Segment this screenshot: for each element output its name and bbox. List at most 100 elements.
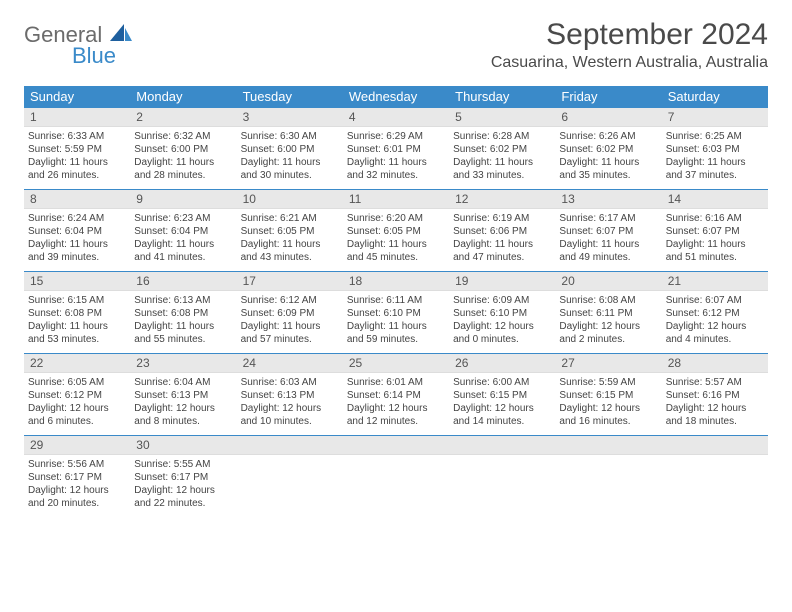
day-sr: Sunrise: 6:20 AM: [347, 212, 445, 225]
day-cell: 13Sunrise: 6:17 AMSunset: 6:07 PMDayligh…: [555, 190, 661, 272]
day-d1: Daylight: 12 hours: [666, 320, 764, 333]
day-d2: and 53 minutes.: [28, 333, 126, 346]
day-sr: Sunrise: 6:33 AM: [28, 130, 126, 143]
day-ss: Sunset: 6:02 PM: [453, 143, 551, 156]
day-d2: and 20 minutes.: [28, 497, 126, 510]
day-d2: and 35 minutes.: [559, 169, 657, 182]
day-number: 20: [555, 272, 661, 291]
day-sr: Sunrise: 6:17 AM: [559, 212, 657, 225]
day-ss: Sunset: 6:08 PM: [134, 307, 232, 320]
logo-text-blue: Blue: [72, 45, 132, 67]
day-d2: and 51 minutes.: [666, 251, 764, 264]
day-ss: Sunset: 6:13 PM: [241, 389, 339, 402]
day-sr: Sunrise: 6:07 AM: [666, 294, 764, 307]
day-number: 25: [343, 354, 449, 373]
day-sr: Sunrise: 6:09 AM: [453, 294, 551, 307]
day-d2: and 4 minutes.: [666, 333, 764, 346]
day-cell: 23Sunrise: 6:04 AMSunset: 6:13 PMDayligh…: [130, 354, 236, 436]
day-sr: Sunrise: 6:29 AM: [347, 130, 445, 143]
day-cell: 30Sunrise: 5:55 AMSunset: 6:17 PMDayligh…: [130, 436, 236, 518]
day-sr: Sunrise: 6:11 AM: [347, 294, 445, 307]
day-body: Sunrise: 5:55 AMSunset: 6:17 PMDaylight:…: [130, 455, 236, 517]
calendar-table: Sunday Monday Tuesday Wednesday Thursday…: [24, 86, 768, 517]
day-cell: 1Sunrise: 6:33 AMSunset: 5:59 PMDaylight…: [24, 108, 130, 190]
day-cell: 3Sunrise: 6:30 AMSunset: 6:00 PMDaylight…: [237, 108, 343, 190]
day-number: [555, 436, 661, 455]
day-ss: Sunset: 6:00 PM: [241, 143, 339, 156]
day-body: Sunrise: 6:15 AMSunset: 6:08 PMDaylight:…: [24, 291, 130, 353]
location: Casuarina, Western Australia, Australia: [491, 54, 768, 72]
day-body: [555, 455, 661, 517]
day-number: 9: [130, 190, 236, 209]
day-number: 28: [662, 354, 768, 373]
day-d2: and 8 minutes.: [134, 415, 232, 428]
day-number: 15: [24, 272, 130, 291]
day-cell: 21Sunrise: 6:07 AMSunset: 6:12 PMDayligh…: [662, 272, 768, 354]
day-d2: and 32 minutes.: [347, 169, 445, 182]
day-number: [662, 436, 768, 455]
day-cell: 27Sunrise: 5:59 AMSunset: 6:15 PMDayligh…: [555, 354, 661, 436]
day-cell: 10Sunrise: 6:21 AMSunset: 6:05 PMDayligh…: [237, 190, 343, 272]
dow-thursday: Thursday: [449, 86, 555, 108]
day-sr: Sunrise: 6:15 AM: [28, 294, 126, 307]
day-cell: 11Sunrise: 6:20 AMSunset: 6:05 PMDayligh…: [343, 190, 449, 272]
day-d1: Daylight: 11 hours: [666, 238, 764, 251]
day-sr: Sunrise: 6:12 AM: [241, 294, 339, 307]
day-sr: Sunrise: 6:13 AM: [134, 294, 232, 307]
day-number: 13: [555, 190, 661, 209]
day-number: 12: [449, 190, 555, 209]
day-ss: Sunset: 6:00 PM: [134, 143, 232, 156]
day-d2: and 41 minutes.: [134, 251, 232, 264]
day-number: 7: [662, 108, 768, 127]
day-sr: Sunrise: 6:23 AM: [134, 212, 232, 225]
day-d1: Daylight: 12 hours: [241, 402, 339, 415]
day-body: Sunrise: 6:28 AMSunset: 6:02 PMDaylight:…: [449, 127, 555, 189]
day-d1: Daylight: 12 hours: [347, 402, 445, 415]
day-ss: Sunset: 6:08 PM: [28, 307, 126, 320]
day-d2: and 0 minutes.: [453, 333, 551, 346]
day-cell: 22Sunrise: 6:05 AMSunset: 6:12 PMDayligh…: [24, 354, 130, 436]
day-sr: Sunrise: 6:30 AM: [241, 130, 339, 143]
empty-day-cell: [343, 436, 449, 518]
dow-monday: Monday: [130, 86, 236, 108]
day-sr: Sunrise: 6:28 AM: [453, 130, 551, 143]
day-sr: Sunrise: 5:55 AM: [134, 458, 232, 471]
day-number: 29: [24, 436, 130, 455]
day-d1: Daylight: 11 hours: [28, 238, 126, 251]
day-d1: Daylight: 12 hours: [453, 402, 551, 415]
day-number: [449, 436, 555, 455]
day-d2: and 12 minutes.: [347, 415, 445, 428]
day-body: Sunrise: 6:12 AMSunset: 6:09 PMDaylight:…: [237, 291, 343, 353]
dow-friday: Friday: [555, 86, 661, 108]
day-sr: Sunrise: 6:24 AM: [28, 212, 126, 225]
day-d2: and 47 minutes.: [453, 251, 551, 264]
day-number: 22: [24, 354, 130, 373]
day-body: Sunrise: 6:05 AMSunset: 6:12 PMDaylight:…: [24, 373, 130, 435]
day-d1: Daylight: 12 hours: [28, 484, 126, 497]
day-d2: and 37 minutes.: [666, 169, 764, 182]
week-row: 15Sunrise: 6:15 AMSunset: 6:08 PMDayligh…: [24, 272, 768, 354]
day-body: Sunrise: 5:57 AMSunset: 6:16 PMDaylight:…: [662, 373, 768, 435]
day-body: Sunrise: 6:21 AMSunset: 6:05 PMDaylight:…: [237, 209, 343, 271]
day-body: Sunrise: 6:01 AMSunset: 6:14 PMDaylight:…: [343, 373, 449, 435]
day-number: [343, 436, 449, 455]
day-body: Sunrise: 6:26 AMSunset: 6:02 PMDaylight:…: [555, 127, 661, 189]
day-number: 19: [449, 272, 555, 291]
dow-tuesday: Tuesday: [237, 86, 343, 108]
day-sr: Sunrise: 6:03 AM: [241, 376, 339, 389]
day-ss: Sunset: 6:07 PM: [666, 225, 764, 238]
day-sr: Sunrise: 6:00 AM: [453, 376, 551, 389]
day-d1: Daylight: 11 hours: [666, 156, 764, 169]
day-cell: 7Sunrise: 6:25 AMSunset: 6:03 PMDaylight…: [662, 108, 768, 190]
day-cell: 19Sunrise: 6:09 AMSunset: 6:10 PMDayligh…: [449, 272, 555, 354]
day-number: 24: [237, 354, 343, 373]
day-d1: Daylight: 11 hours: [134, 238, 232, 251]
day-sr: Sunrise: 6:01 AM: [347, 376, 445, 389]
day-d2: and 6 minutes.: [28, 415, 126, 428]
day-sr: Sunrise: 5:57 AM: [666, 376, 764, 389]
day-ss: Sunset: 6:02 PM: [559, 143, 657, 156]
day-ss: Sunset: 6:09 PM: [241, 307, 339, 320]
day-ss: Sunset: 6:05 PM: [241, 225, 339, 238]
day-d1: Daylight: 12 hours: [559, 402, 657, 415]
day-ss: Sunset: 6:10 PM: [453, 307, 551, 320]
